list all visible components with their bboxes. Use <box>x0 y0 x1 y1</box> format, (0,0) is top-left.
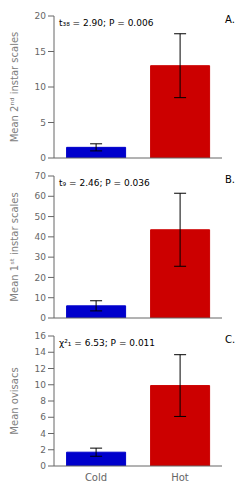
svg-text:8: 8 <box>40 396 46 406</box>
svg-text:6: 6 <box>40 412 46 422</box>
html-text:A.: A. <box>225 14 235 25</box>
svg-text:4: 4 <box>40 429 46 439</box>
svg-text:Mean 1ˢᵗ instar scales: Mean 1ˢᵗ instar scales <box>9 192 20 301</box>
html-text:B.: B. <box>225 174 235 185</box>
html-text:χ²₁ = 6.53; P = 0.011: χ²₁ = 6.53; P = 0.011 <box>59 338 156 348</box>
svg-text:10: 10 <box>35 380 47 390</box>
svg-text:70: 70 <box>35 171 47 181</box>
svg-text:20: 20 <box>35 11 47 21</box>
svg-text:16: 16 <box>35 331 47 341</box>
svg-text:14: 14 <box>35 347 47 357</box>
svg-text:2: 2 <box>40 445 46 455</box>
svg-text:0: 0 <box>40 461 46 471</box>
svg-text:Mean 2ⁿᵈ instar scales: Mean 2ⁿᵈ instar scales <box>9 32 20 143</box>
html-text:t₃₈ = 2.90; P = 0.006: t₃₈ = 2.90; P = 0.006 <box>59 18 154 28</box>
svg-text:15: 15 <box>35 47 46 57</box>
svg-text:30: 30 <box>35 252 47 262</box>
svg-text:40: 40 <box>35 232 47 242</box>
html-text:t₉ = 2.46; P = 0.036: t₉ = 2.46; P = 0.036 <box>59 178 150 188</box>
svg-text:12: 12 <box>35 364 46 374</box>
svg-text:Hot: Hot <box>171 472 189 483</box>
svg-text:5: 5 <box>40 118 46 128</box>
svg-text:Mean ovisacs: Mean ovisacs <box>9 367 20 434</box>
html-text:C.: C. <box>225 334 236 345</box>
svg-text:0: 0 <box>40 153 46 163</box>
svg-text:60: 60 <box>35 191 47 201</box>
svg-text:10: 10 <box>35 293 47 303</box>
svg-text:20: 20 <box>35 273 47 283</box>
svg-text:10: 10 <box>35 82 47 92</box>
svg-text:0: 0 <box>40 313 46 323</box>
svg-text:50: 50 <box>35 212 47 222</box>
svg-text:Cold: Cold <box>85 472 107 483</box>
